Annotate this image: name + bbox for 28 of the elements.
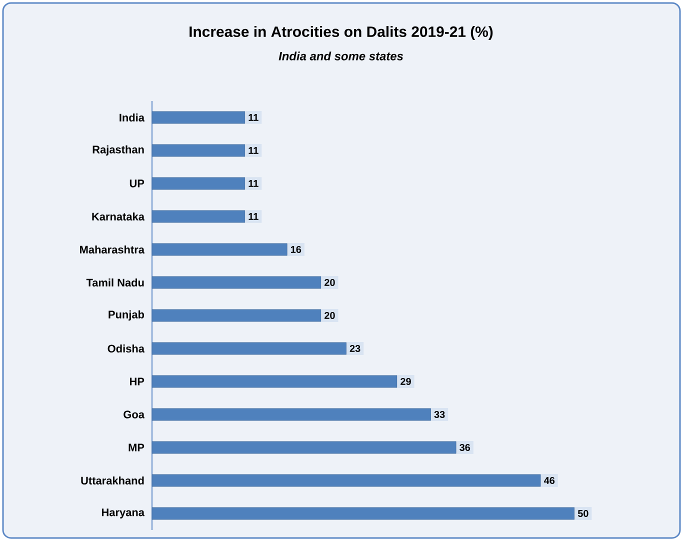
data-label: 20 bbox=[324, 312, 335, 320]
data-label: 36 bbox=[460, 444, 470, 452]
y-tick-label: Haryana bbox=[102, 508, 145, 518]
chart-title: Increase in Atrocities on Dalits 2019-21 (%) bbox=[190, 26, 493, 40]
y-tick-label: Rajasthan bbox=[92, 145, 144, 156]
y-tick-label: Uttarakhand bbox=[81, 476, 144, 485]
data-label: 11 bbox=[248, 213, 258, 220]
chart-subtitle: India and some states bbox=[278, 52, 404, 60]
data-label: 11 bbox=[248, 180, 258, 187]
data-label: 11 bbox=[248, 147, 258, 154]
y-tick-label: Maharashtra bbox=[80, 245, 145, 254]
data-label: 11 bbox=[248, 114, 258, 121]
data-label: 29 bbox=[400, 378, 411, 386]
y-tick-label: UP bbox=[130, 180, 144, 188]
data-label: 20 bbox=[324, 278, 335, 286]
data-label: 50 bbox=[578, 510, 588, 518]
y-tick-label: Odisha bbox=[108, 344, 145, 353]
y-tick-label: HP bbox=[130, 378, 144, 386]
y-tick-label: Karnataka bbox=[92, 212, 145, 221]
y-tick-label: Punjab bbox=[108, 310, 144, 321]
data-label: 46 bbox=[544, 476, 555, 484]
y-tick-label: Tamil Nadu bbox=[86, 278, 144, 287]
y-tick-label: Goa bbox=[124, 410, 145, 418]
y-tick-label: MP bbox=[128, 444, 144, 452]
data-label: 16 bbox=[291, 246, 302, 254]
data-label: 23 bbox=[350, 344, 360, 352]
y-tick-label: India bbox=[120, 113, 145, 122]
data-label: 33 bbox=[434, 410, 445, 418]
